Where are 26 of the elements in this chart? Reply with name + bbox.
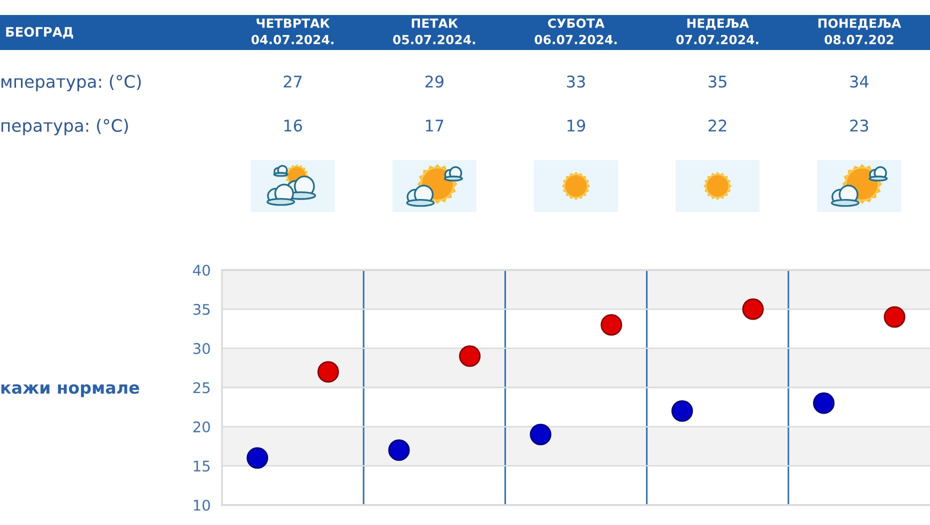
data-label: 19 — [568, 120, 586, 132]
text: ПОНЕДЕЉА 08.07.202 — [818, 18, 902, 44]
text: кажи нормале — [1, 384, 140, 398]
y-tick-label: 40 — [193, 264, 210, 276]
text: пература: (°C) — [2, 118, 128, 136]
text: НЕДЕЉА 07.07.2024. — [676, 18, 758, 44]
data-label: 29 — [425, 76, 444, 88]
text: ЧЕТВРТАК 04.07.2024. — [251, 18, 334, 44]
text: БЕОГРАД — [6, 26, 74, 39]
text: ПЕТАК 05.07.2024. — [393, 18, 476, 44]
y-tick-label: 20 — [193, 421, 210, 432]
data-label: 33 — [567, 76, 585, 88]
data-label: 27 — [284, 76, 302, 88]
y-tick-label: 10 — [194, 500, 210, 511]
y-tick-label: 35 — [193, 304, 210, 315]
data-label: 22 — [708, 120, 726, 132]
data-label: 23 — [850, 120, 868, 132]
data-label: 16 — [284, 120, 302, 132]
y-tick-label: 25 — [193, 382, 210, 394]
text: СУБОТА 06.07.2024. — [534, 18, 617, 44]
text: мпература: (°C) — [2, 74, 141, 92]
data-label: 17 — [426, 120, 444, 132]
y-tick-label: 15 — [194, 460, 210, 472]
data-label: 35 — [708, 76, 726, 88]
y-tick-label: 30 — [193, 343, 210, 354]
data-label: 34 — [850, 76, 868, 88]
